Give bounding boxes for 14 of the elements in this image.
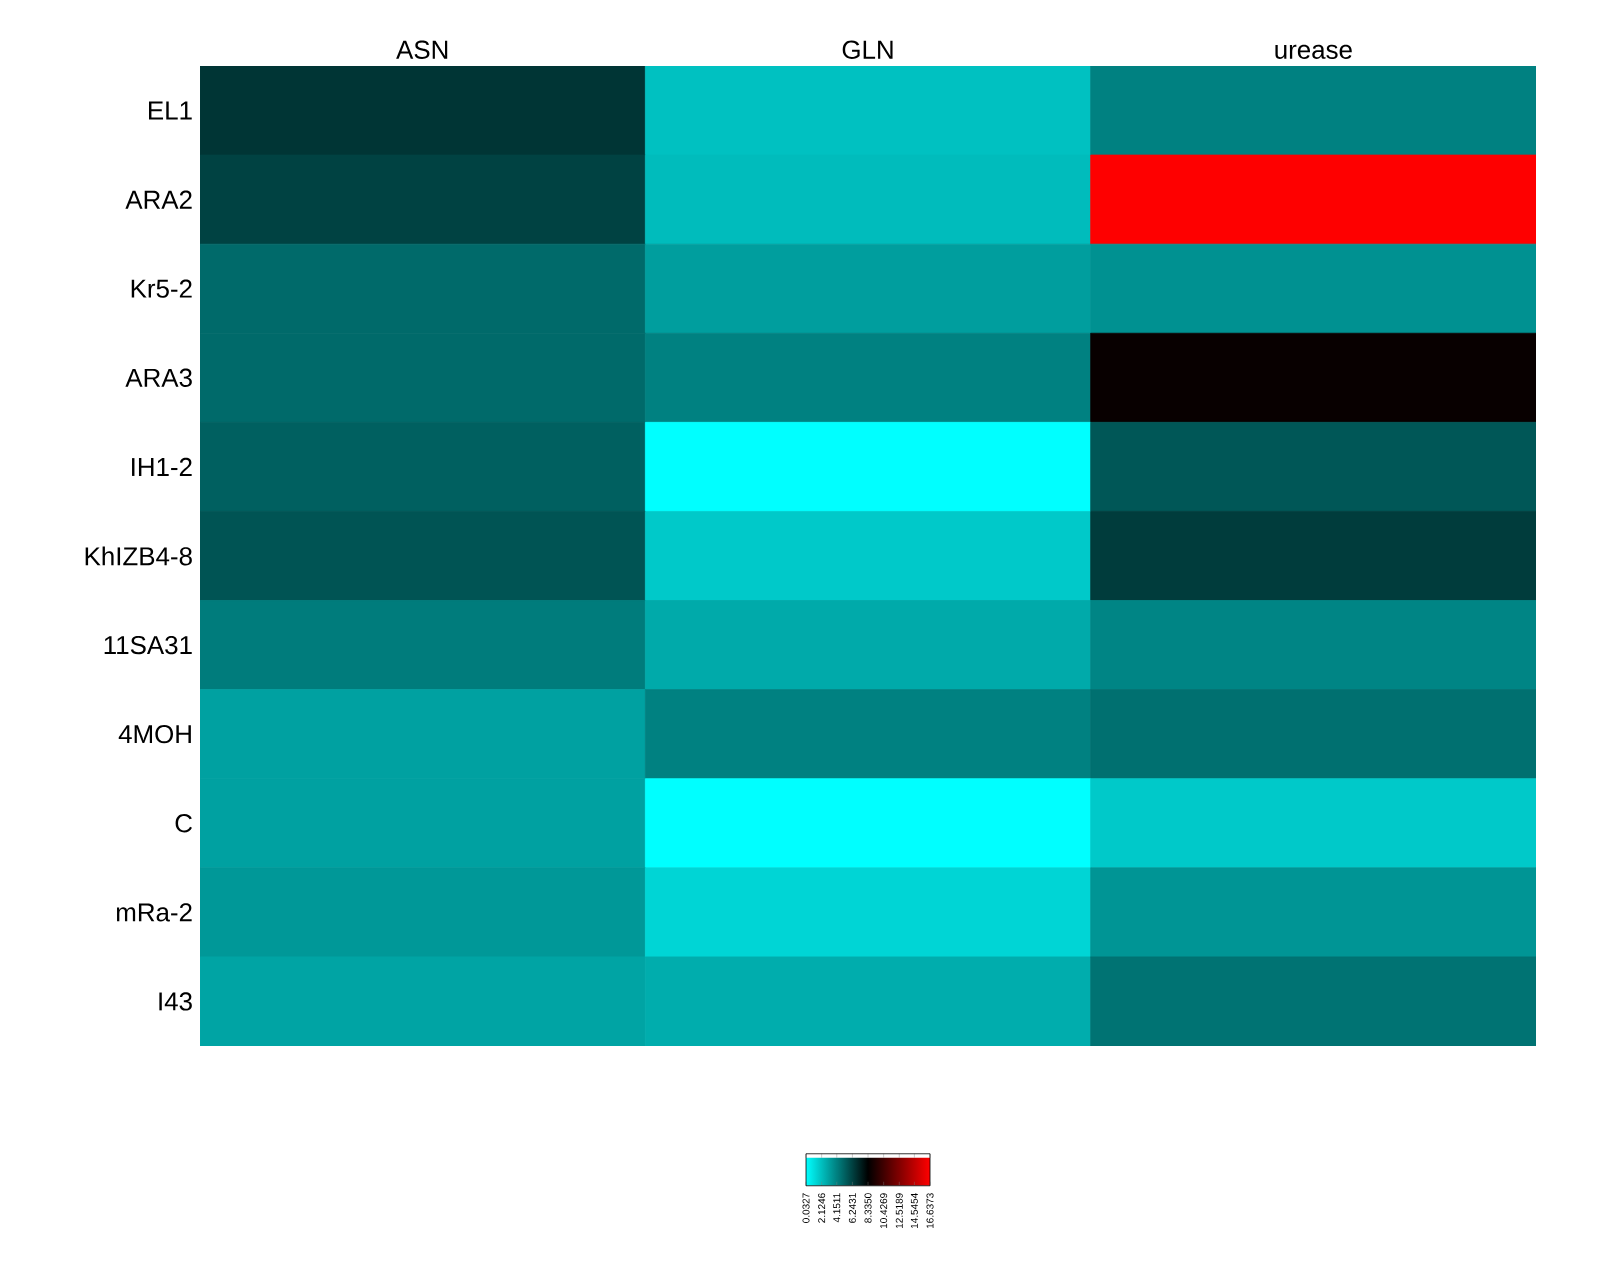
y-tick-label: 11SA31 [104, 635, 192, 655]
y-tick-label: KhIZB4-8 [85, 546, 192, 566]
x-tick-label: urease [1275, 44, 1352, 59]
y-tick-label: Kr5-2 [131, 279, 192, 298]
y-tick-label: ARA2 [125, 190, 192, 209]
y-tick-label: ARA3 [125, 368, 192, 387]
y-tick-label: 4MOH [118, 724, 191, 744]
y-tick-label: I43 [159, 992, 192, 1011]
y-tick-label: EL1 [149, 101, 192, 120]
x-tick-label: ASN [396, 40, 448, 59]
y-tick-label: mRa-2 [116, 903, 192, 922]
y-tick-label: IH1-2 [132, 457, 192, 476]
y-tick-label: C [175, 814, 192, 833]
x-tick-label: GLN [842, 40, 893, 59]
